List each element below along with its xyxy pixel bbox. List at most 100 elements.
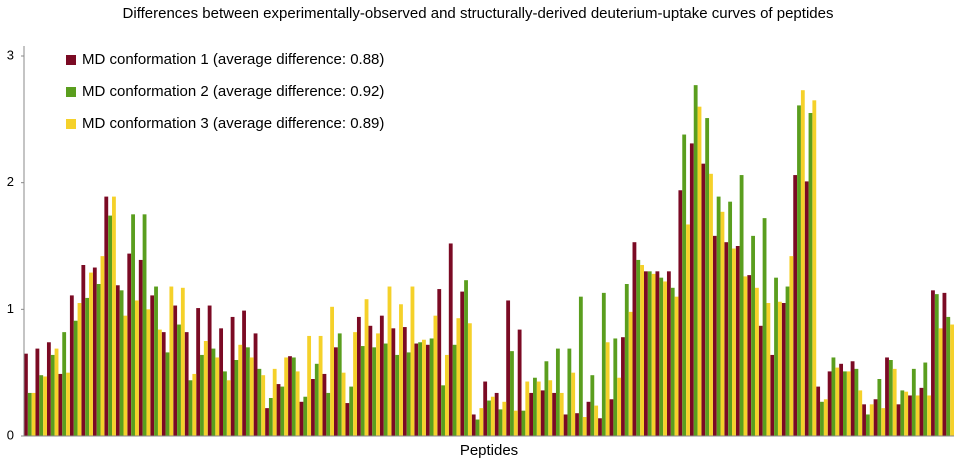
bar <box>448 243 453 436</box>
bar <box>437 289 442 436</box>
bar <box>934 294 939 436</box>
bar <box>387 286 392 436</box>
bar <box>372 347 377 436</box>
bar <box>827 371 832 436</box>
bar <box>35 348 40 436</box>
bar <box>73 320 78 436</box>
bar <box>865 414 870 436</box>
bar <box>249 357 254 436</box>
bar <box>873 399 878 436</box>
bar <box>900 390 905 436</box>
bar <box>613 338 618 436</box>
bar <box>157 329 162 436</box>
bar <box>418 342 423 436</box>
bar <box>444 354 449 436</box>
bar <box>219 328 224 436</box>
bar <box>85 297 90 436</box>
bar <box>908 395 912 436</box>
bar <box>705 118 710 437</box>
bar <box>356 316 361 436</box>
bar <box>590 375 595 436</box>
bar <box>230 316 235 436</box>
y-tick-label: 2 <box>7 174 14 189</box>
bar <box>896 404 901 436</box>
bar <box>586 401 591 436</box>
bar <box>223 371 227 436</box>
bar <box>62 332 67 436</box>
bar <box>682 134 687 437</box>
bar <box>134 300 139 436</box>
bar <box>724 242 729 436</box>
bar <box>617 377 622 436</box>
bar <box>942 292 947 436</box>
bar <box>877 379 882 436</box>
bar <box>467 323 472 436</box>
bar <box>812 100 817 436</box>
bar <box>494 392 499 436</box>
bar <box>276 384 281 436</box>
bar <box>510 351 514 436</box>
bar <box>800 90 805 436</box>
bar <box>452 344 457 436</box>
bar <box>686 224 690 436</box>
bar <box>594 405 599 436</box>
legend-label: MD conformation 2 (average difference: 0… <box>82 83 384 100</box>
bar <box>678 190 683 436</box>
bar <box>395 354 400 436</box>
bar <box>506 300 511 436</box>
bar <box>368 325 373 436</box>
bar <box>888 360 893 436</box>
bar <box>904 391 909 436</box>
bar <box>689 143 694 436</box>
bar <box>751 235 755 436</box>
bar <box>701 163 706 436</box>
bar <box>257 368 262 436</box>
bar <box>483 381 488 436</box>
bar <box>927 395 932 436</box>
bar <box>127 253 132 436</box>
bar <box>559 392 564 436</box>
bar <box>288 356 292 436</box>
legend-label: MD conformation 3 (average difference: 0… <box>82 115 384 132</box>
bar <box>196 308 201 436</box>
bar <box>43 376 47 436</box>
bar <box>58 373 63 436</box>
bar <box>89 272 93 436</box>
bar <box>789 256 794 436</box>
bar <box>835 367 840 436</box>
bar <box>609 399 614 436</box>
bar <box>330 306 334 436</box>
bar <box>938 328 943 436</box>
bar <box>475 419 480 436</box>
bar <box>743 276 748 436</box>
bar <box>268 398 273 436</box>
bar <box>670 287 675 436</box>
bar <box>322 373 327 436</box>
bar <box>173 305 178 436</box>
bar <box>284 357 289 436</box>
bar <box>180 287 185 436</box>
bar <box>119 290 124 436</box>
bar <box>712 235 717 436</box>
bar <box>854 368 859 436</box>
x-axis-label: Peptides <box>460 442 518 459</box>
bar <box>640 265 644 436</box>
bar <box>433 315 438 436</box>
bar <box>100 256 105 436</box>
bar <box>207 305 212 436</box>
bar <box>716 196 721 436</box>
bar <box>820 401 824 436</box>
bar <box>555 348 560 436</box>
bar <box>146 309 151 436</box>
bar <box>54 348 59 436</box>
bar <box>345 403 350 436</box>
bar <box>131 214 135 436</box>
bar <box>24 353 28 436</box>
bar <box>513 410 518 436</box>
bar <box>636 259 641 436</box>
bar <box>797 105 801 437</box>
bar <box>349 386 354 436</box>
bar <box>575 413 579 436</box>
y-tick-label: 0 <box>7 427 14 442</box>
bar <box>360 346 365 436</box>
